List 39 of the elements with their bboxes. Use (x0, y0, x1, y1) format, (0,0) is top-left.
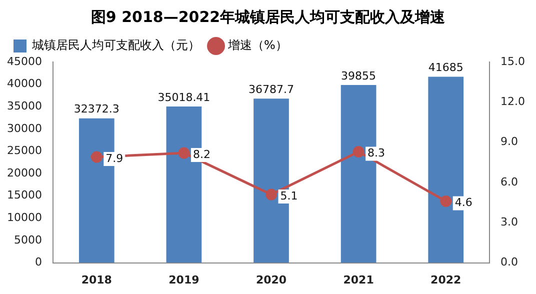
point (352, 146, 364, 158)
y-tick-label: 20000 (6, 166, 42, 180)
y2-tick-label: 9.0 (500, 135, 518, 148)
point (178, 147, 190, 159)
x-tick-label: 2019 (168, 273, 200, 286)
data-label: 5.1 (280, 189, 298, 202)
chart-title: 图9 2018—2022年城镇居民人均可支配收入及增速 (90, 7, 446, 28)
data-label: 7.9 (106, 152, 124, 165)
y2-tick-label: 0.0 (500, 256, 518, 269)
y-tick-label: 35000 (6, 99, 42, 112)
y2-tick-label: 12.0 (500, 95, 526, 108)
data-label: 36787.7 (248, 83, 294, 96)
point (90, 151, 102, 163)
x-tick-label: 2022 (430, 273, 462, 286)
data-label: 8.2 (192, 148, 210, 161)
point (440, 195, 452, 207)
data-label: 41685 (428, 61, 464, 74)
y-tick-label: 45000 (6, 54, 42, 68)
data-label: 8.3 (368, 146, 386, 160)
y-tick-label: 0 (34, 256, 42, 269)
x-tick-label: 2021 (343, 273, 374, 286)
y-tick-label: 5000 (14, 233, 42, 246)
y-tick-label: 15000 (6, 188, 42, 202)
legend-label: 增速（%） (227, 38, 288, 52)
legend-label: 城镇居民人均可支配收入（元） (31, 38, 200, 52)
y-tick-label: 40000 (6, 77, 42, 90)
data-label: 35018.41 (158, 90, 210, 104)
x-tick-label: 2018 (81, 273, 112, 286)
y-tick-label: 30000 (6, 122, 42, 135)
y2-tick-label: 6.0 (500, 175, 518, 188)
data-label: 39855 (341, 69, 376, 82)
y2-tick-label: 15.0 (500, 54, 526, 68)
data-label: 32372.3 (74, 102, 120, 116)
y2-tick-label: 3.0 (500, 216, 518, 228)
data-label: 4.6 (454, 196, 472, 210)
point (266, 188, 277, 200)
x-tick-label: 2020 (256, 273, 287, 286)
y-tick-label: 10000 (6, 211, 42, 224)
y-tick-label: 25000 (6, 144, 42, 158)
